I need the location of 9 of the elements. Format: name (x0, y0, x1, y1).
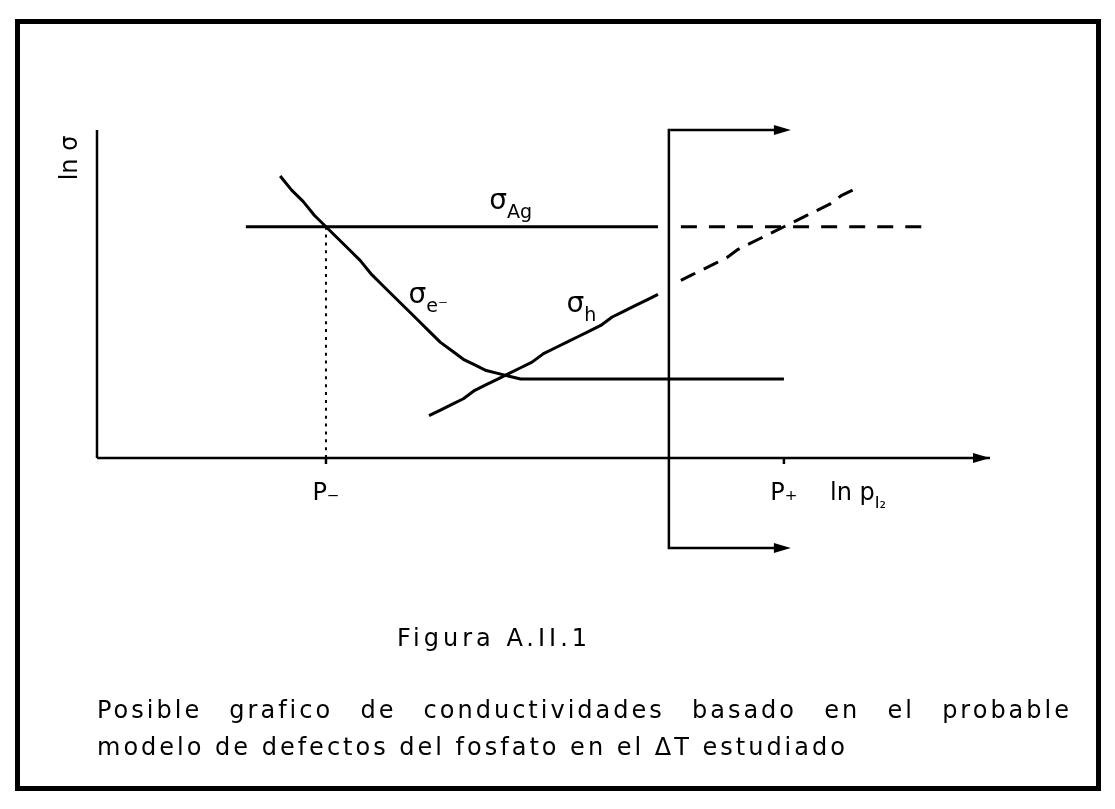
series-label: σ$_{h}$ (566, 286, 597, 326)
x-tick-label: P₊ (770, 478, 798, 506)
x-axis-title: ln p$_{I₂}$ (830, 478, 887, 512)
text: Posible grafico de conductividades basado en el probable modelo de defectos del fosfato en el ΔT estudiado (97, 695, 1072, 763)
y-axis-title: ln σ (55, 135, 83, 181)
series-label: σ$_{Ag}$ (489, 182, 533, 222)
x-tick-label: P₋ (312, 478, 340, 506)
text: Figura A.II.1 (397, 623, 593, 654)
series-label: σ$_{e⁻}$ (408, 277, 449, 317)
